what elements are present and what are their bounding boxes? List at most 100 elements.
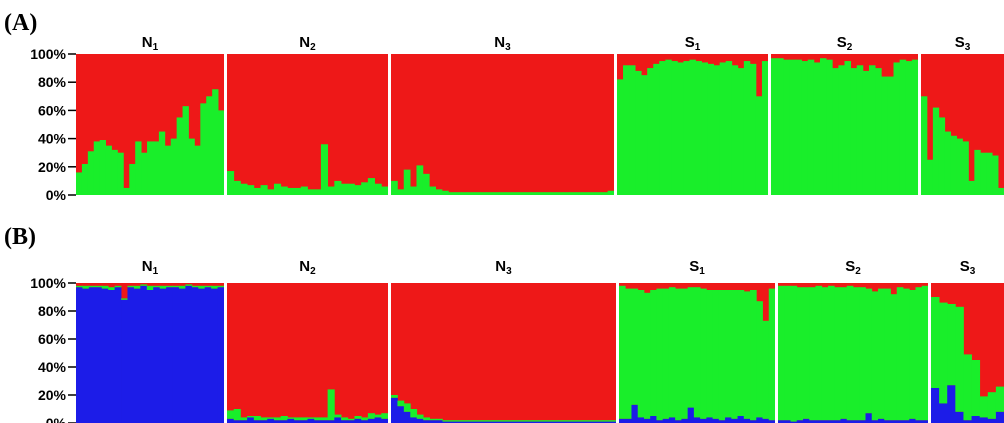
- cluster-blue-bar: [166, 287, 173, 423]
- y-tick-label: 40%: [38, 131, 67, 147]
- cluster-green-bar: [361, 417, 369, 421]
- cluster-green-bar: [403, 403, 411, 412]
- cluster-green-bar: [725, 290, 732, 418]
- cluster-green-bar: [828, 285, 835, 421]
- cluster-blue-bar: [381, 418, 389, 423]
- cluster-green-bar: [878, 288, 885, 419]
- cluster-green-bar: [468, 420, 475, 422]
- panel-b-y-axis: 100% 80% 60% 40% 20% 0%: [30, 275, 76, 423]
- cluster-green-bar: [706, 290, 713, 418]
- cluster-blue-bar: [809, 420, 816, 423]
- cluster-green-bar: [641, 75, 648, 195]
- cluster-green-bar: [955, 306, 964, 412]
- cluster-blue-bar: [846, 420, 854, 423]
- cluster-green-bar: [939, 302, 948, 404]
- cluster-blue-bar: [675, 420, 682, 423]
- cluster-green-bar: [280, 186, 288, 195]
- cluster-blue-bar: [320, 420, 329, 423]
- cluster-red-bar: [391, 283, 616, 423]
- cluster-blue-bar: [442, 421, 450, 423]
- cluster-green-bar: [247, 416, 255, 418]
- cluster-green-bar: [689, 59, 696, 195]
- cluster-green-bar: [850, 68, 858, 195]
- cluster-blue-bar: [577, 421, 585, 423]
- cluster-green-bar: [603, 420, 610, 422]
- cluster-green-bar: [623, 65, 630, 195]
- y-tick-label: 0%: [46, 415, 67, 423]
- cluster-green-bar: [260, 185, 268, 195]
- cluster-green-bar: [513, 420, 520, 422]
- cluster-blue-bar: [859, 420, 866, 423]
- group-label: N2: [299, 34, 316, 53]
- cluster-green-bar: [862, 70, 870, 195]
- cluster-green-bar: [718, 290, 726, 421]
- cluster-green-bar: [99, 140, 106, 195]
- cluster-blue-bar: [878, 418, 885, 423]
- cluster-blue-bar: [571, 421, 578, 423]
- cluster-green-bar: [182, 106, 189, 195]
- cluster-green-bar: [397, 189, 405, 195]
- group-s1: [617, 54, 769, 196]
- cluster-blue-bar: [391, 397, 398, 423]
- cluster-green-bar: [211, 285, 218, 289]
- cluster-blue-bar: [939, 403, 948, 423]
- cluster-green-bar: [719, 62, 727, 196]
- group-label: N1: [142, 258, 159, 277]
- cluster-green-bar: [320, 144, 329, 195]
- cluster-blue-bar: [487, 421, 495, 423]
- cluster-green-bar: [367, 413, 375, 419]
- cluster-blue-bar: [815, 420, 823, 423]
- cluster-blue-bar: [915, 420, 923, 423]
- panel-b-label: (B): [4, 224, 36, 250]
- cluster-blue-bar: [374, 417, 382, 423]
- cluster-green-bar: [172, 285, 180, 288]
- cluster-green-bar: [871, 291, 879, 421]
- cluster-green-bar: [963, 354, 972, 421]
- cluster-green-bar: [320, 417, 329, 421]
- cluster-green-bar: [731, 65, 739, 195]
- cluster-blue-bar: [590, 421, 598, 423]
- group-s2: [778, 283, 929, 423]
- cluster-green-bar: [998, 187, 1004, 195]
- cluster-blue-bar: [821, 420, 829, 423]
- cluster-green-bar: [789, 59, 796, 195]
- cluster-green-bar: [974, 149, 981, 195]
- cluster-blue-bar: [481, 421, 488, 423]
- cluster-green-bar: [191, 285, 199, 288]
- cluster-green-bar: [461, 192, 468, 195]
- cluster-green-bar: [647, 68, 654, 195]
- cluster-green-bar: [687, 287, 695, 408]
- cluster-green-bar: [524, 192, 532, 195]
- cluster-green-bar: [617, 79, 624, 195]
- cluster-green-bar: [461, 420, 469, 422]
- y-tick-label: 60%: [38, 331, 67, 347]
- y-tick-label: 80%: [38, 303, 67, 319]
- group-n3: [391, 283, 617, 423]
- cluster-green-bar: [448, 192, 456, 195]
- cluster-blue-bar: [955, 411, 964, 423]
- cluster-green-bar: [422, 173, 430, 195]
- cluster-blue-bar: [637, 417, 645, 423]
- cluster-green-bar: [675, 288, 682, 421]
- cluster-green-bar: [665, 59, 672, 195]
- cluster-blue-bar: [700, 418, 707, 423]
- cluster-green-bar: [681, 288, 689, 419]
- cluster-blue-bar: [341, 420, 349, 423]
- cluster-green-bar: [87, 151, 95, 195]
- panel-a-bars: [76, 54, 1004, 196]
- cluster-blue-bar: [493, 421, 501, 423]
- cluster-green-bar: [986, 152, 993, 195]
- cluster-green-bar: [206, 96, 213, 195]
- cluster-green-bar: [596, 420, 604, 422]
- cluster-green-bar: [185, 284, 193, 286]
- group-separator: [388, 54, 391, 195]
- cluster-blue-bar: [267, 418, 275, 423]
- cluster-green-bar: [677, 62, 684, 196]
- cluster-green-bar: [575, 192, 583, 195]
- group-separator: [224, 283, 227, 423]
- cluster-green-bar: [671, 61, 678, 195]
- cluster-green-bar: [731, 290, 738, 419]
- cluster-green-bar: [436, 418, 443, 421]
- cluster-green-bar: [543, 192, 551, 195]
- cluster-blue-bar: [903, 420, 910, 423]
